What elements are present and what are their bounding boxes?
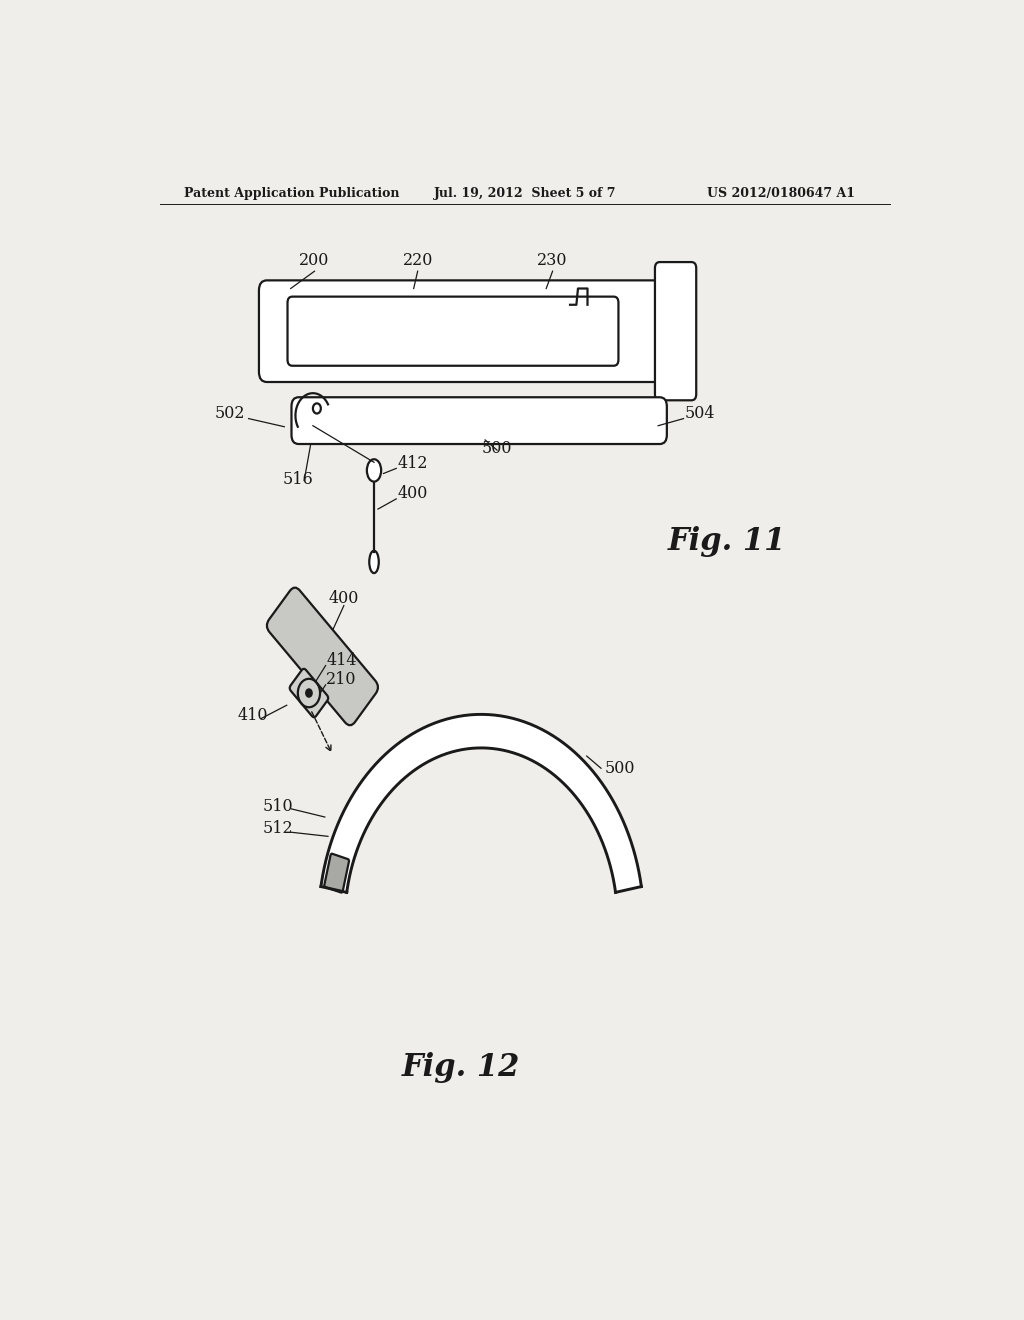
- Text: 500: 500: [481, 440, 512, 457]
- FancyBboxPatch shape: [655, 263, 696, 400]
- Text: 414: 414: [327, 652, 357, 668]
- Text: 502: 502: [215, 405, 246, 421]
- Ellipse shape: [370, 550, 379, 573]
- Text: 500: 500: [604, 760, 635, 777]
- FancyBboxPatch shape: [267, 587, 378, 725]
- Text: 516: 516: [283, 471, 313, 487]
- Text: US 2012/0180647 A1: US 2012/0180647 A1: [708, 187, 855, 201]
- Polygon shape: [321, 714, 641, 892]
- Text: 504: 504: [685, 405, 716, 421]
- Text: Jul. 19, 2012  Sheet 5 of 7: Jul. 19, 2012 Sheet 5 of 7: [433, 187, 616, 201]
- Text: 512: 512: [263, 820, 294, 837]
- Text: 510: 510: [263, 797, 294, 814]
- Text: 400: 400: [329, 590, 359, 607]
- Circle shape: [306, 689, 312, 697]
- FancyBboxPatch shape: [325, 854, 349, 892]
- Text: 220: 220: [402, 252, 433, 269]
- Text: Fig. 12: Fig. 12: [402, 1052, 520, 1084]
- Text: 200: 200: [299, 252, 330, 269]
- Text: 230: 230: [538, 252, 568, 269]
- FancyBboxPatch shape: [259, 280, 676, 381]
- Text: Patent Application Publication: Patent Application Publication: [183, 187, 399, 201]
- Text: 412: 412: [397, 455, 428, 473]
- Text: 400: 400: [397, 484, 428, 502]
- Text: 210: 210: [327, 671, 357, 688]
- Text: 410: 410: [238, 708, 268, 725]
- Ellipse shape: [367, 459, 381, 482]
- FancyBboxPatch shape: [290, 669, 328, 717]
- FancyBboxPatch shape: [288, 297, 618, 366]
- FancyBboxPatch shape: [292, 397, 667, 444]
- Text: Fig. 11: Fig. 11: [668, 525, 786, 557]
